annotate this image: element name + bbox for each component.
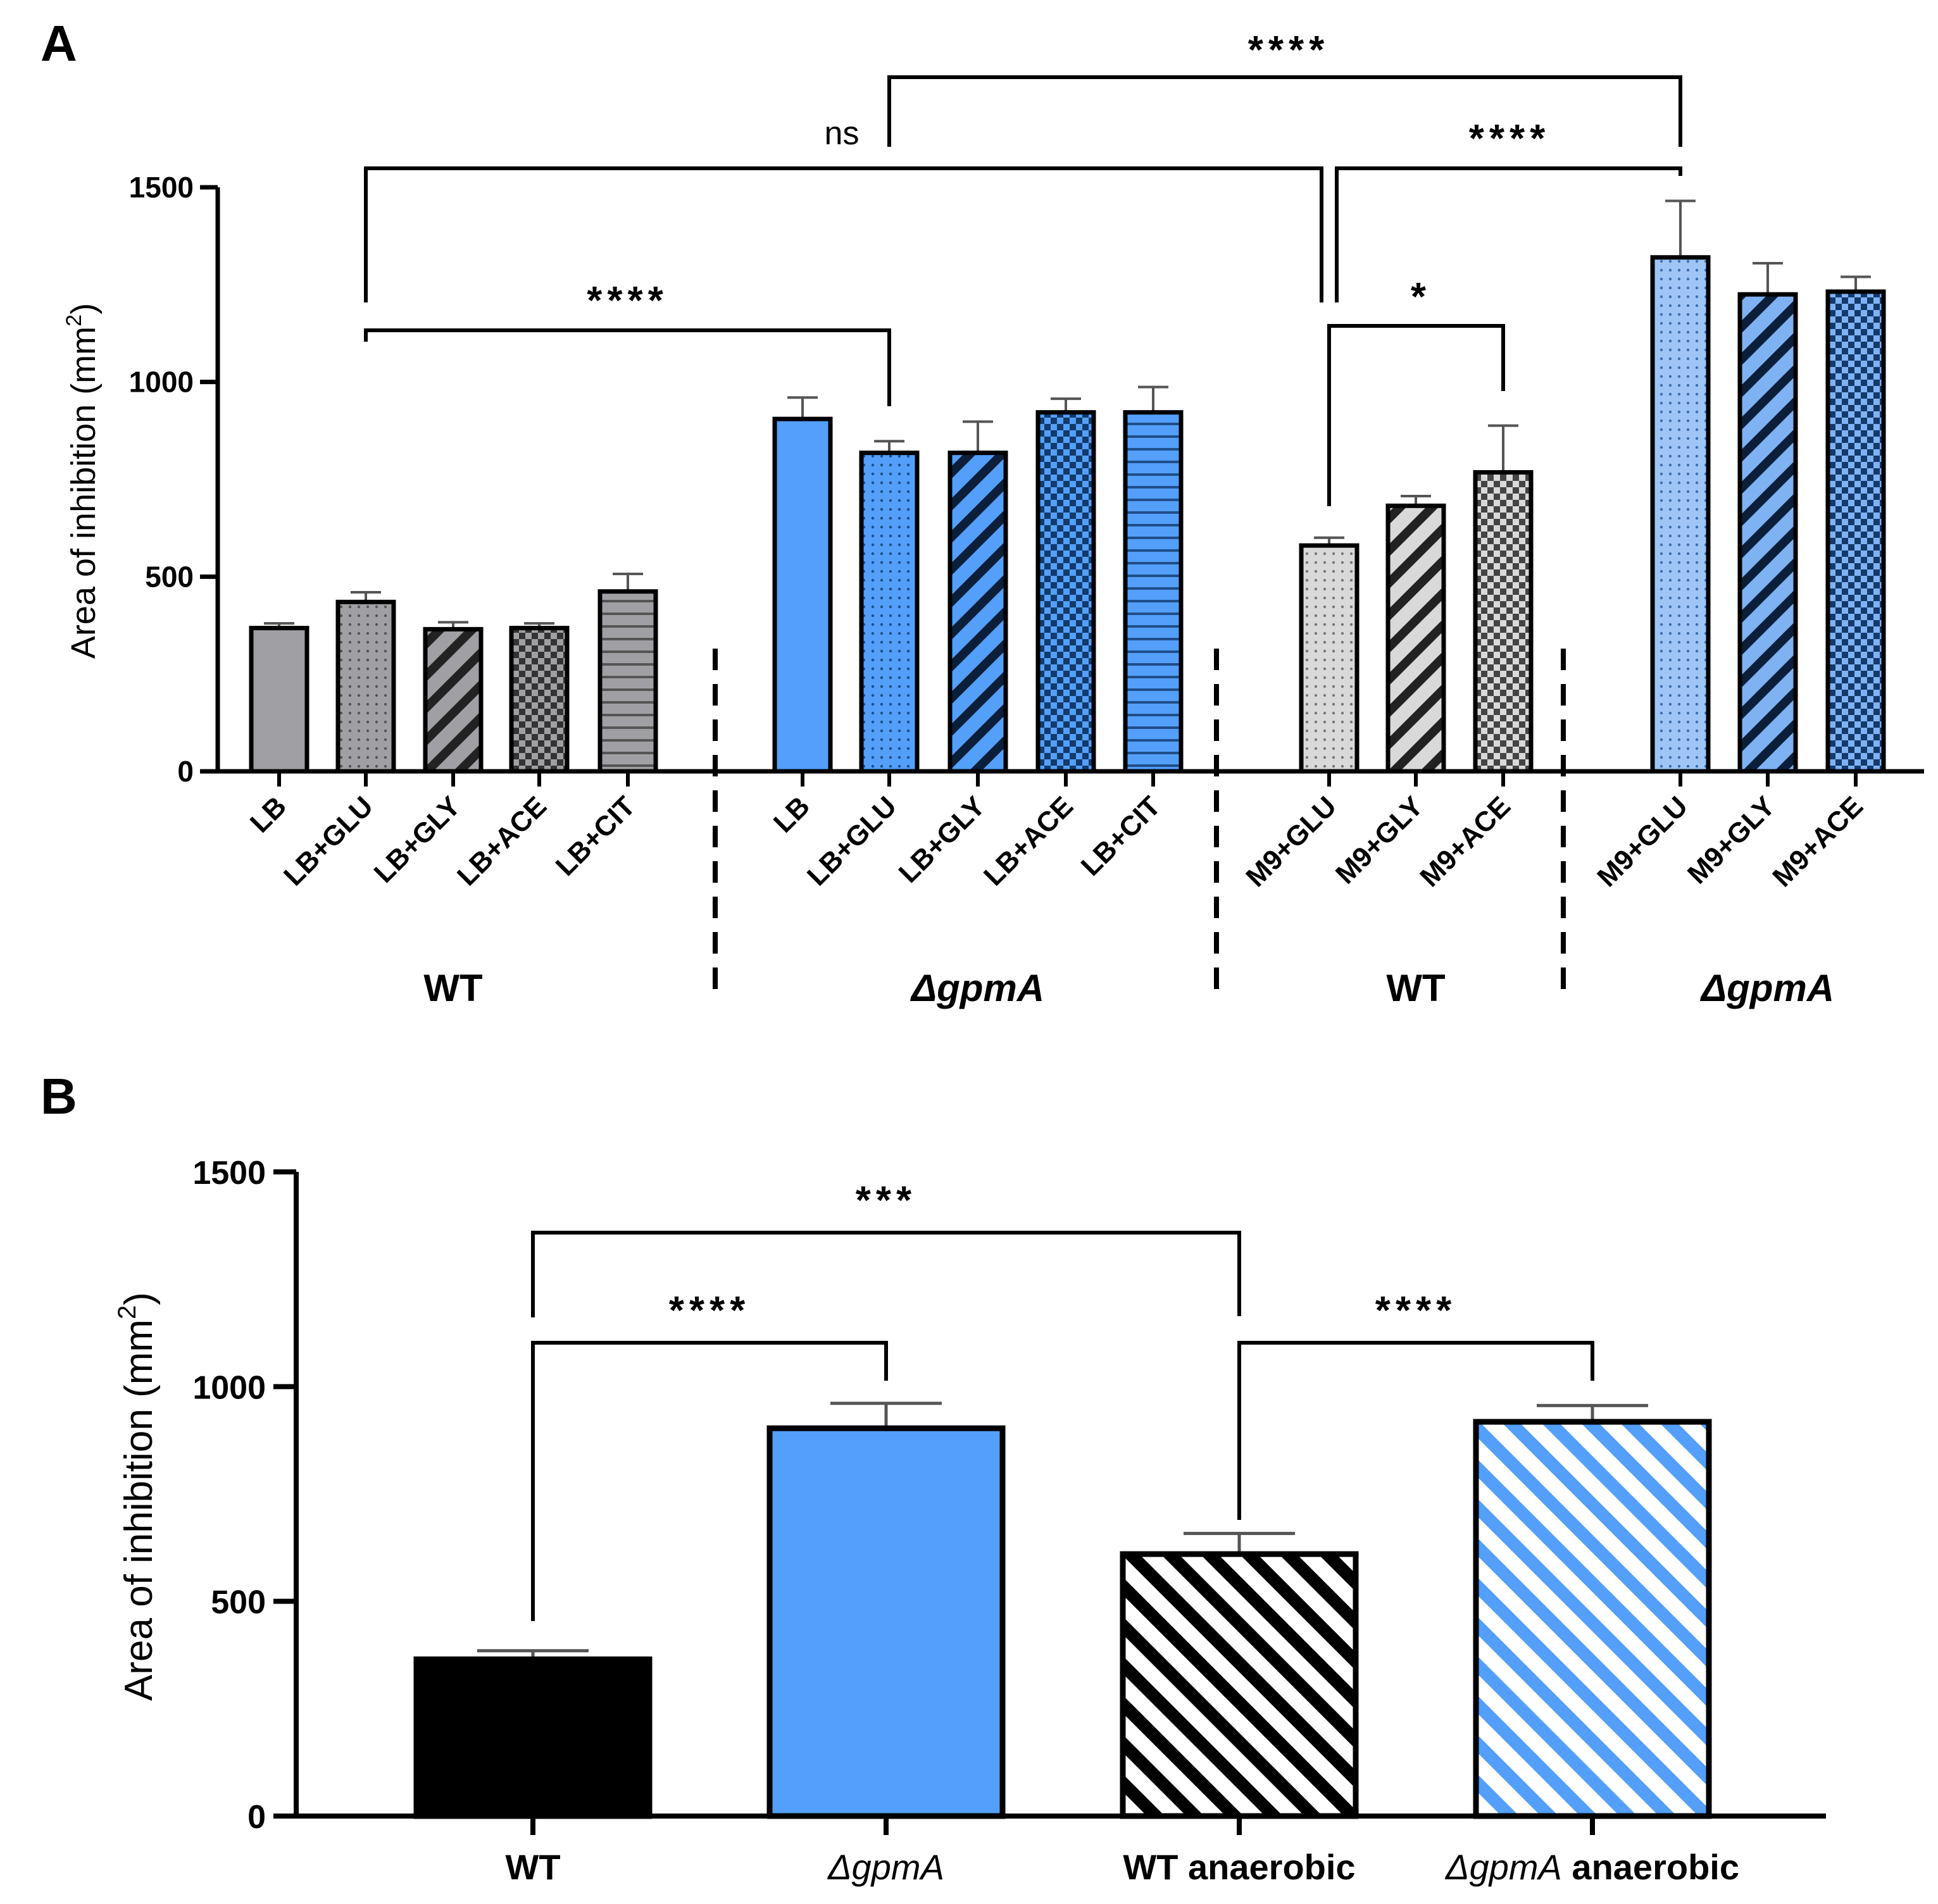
panel-b-bars: WT ΔgpmA WT anaerobic ΔgpmA anaerobic (413, 1402, 1739, 1887)
panel-a-significance: *************ns**** (364, 28, 1682, 506)
panel-b-category-label: ΔgpmA anaerobic (1444, 1847, 1739, 1887)
panel-b-y-axis-label: Area of inhibition (mm2) (113, 1292, 161, 1701)
panel-b-significance-bracket (531, 1231, 1241, 1317)
panel-a-bar (1825, 289, 1886, 774)
panel-a-group-label: WT (423, 967, 482, 1009)
panel-b-category-label: WT anaerobic (1123, 1847, 1355, 1887)
panel-a-bar (859, 451, 920, 774)
panel-a-category-label: LB+CIT (550, 790, 641, 881)
panel-a-group-label: WT (1386, 967, 1445, 1009)
panel-a-category-label: LB (768, 790, 816, 838)
panel-a-category-label: LB+GLY (368, 790, 466, 888)
panel-a-category-label: M9+ACE (1766, 790, 1869, 893)
panel-b-significance-label: **** (1375, 1289, 1457, 1333)
panel-a-category-label: M9+GLY (1330, 790, 1429, 890)
panel-b-y-ticks: 0 500 1000 1500 (192, 1155, 296, 1836)
panel-a-bar-group: M9+GLU (1240, 536, 1360, 893)
panel-a-bar-group: LB (244, 622, 309, 839)
panel-a-bar (1385, 503, 1446, 774)
panel-b-significance: ******* **** (531, 1179, 1594, 1621)
panel-b-y-tick-label: 1000 (192, 1369, 266, 1406)
panel-b-bar (1473, 1419, 1712, 1819)
panel-b-bar-group: WT anaerobic (1120, 1531, 1359, 1887)
panel-a-y-ticks: 0 500 1000 1500 (129, 171, 218, 788)
panel-a-y-axis-label: Area of inhibition (mm2) (62, 303, 103, 659)
panel-b-bar (766, 1425, 1006, 1819)
panel-b-significance-bracket (1237, 1341, 1594, 1520)
panel-a-category-label: LB+GLU (278, 790, 379, 892)
panel-a-bar (335, 599, 396, 774)
panel-a-group-dividers (713, 649, 1566, 997)
panel-b-bar-group: ΔgpmA anaerobic (1444, 1403, 1739, 1887)
panel-a-category-label: LB+CIT (1075, 790, 1166, 881)
panel-a-significance-label: **** (587, 279, 668, 323)
panel-a-bar-group: LB (768, 396, 833, 839)
panel-b-category-label: WT (505, 1847, 560, 1887)
panel-a-significance-label: * (1411, 275, 1431, 319)
panel-a-bar (772, 416, 833, 774)
panel-a-bar-group: M9+GLU (1591, 199, 1711, 893)
panel-a-bar (597, 589, 658, 774)
panel-b-bar-group: ΔgpmA (766, 1402, 1006, 1887)
panel-a-bar (1737, 292, 1798, 774)
panel-a-group-labels: WT ΔgpmA WT ΔgpmA (423, 967, 1834, 1009)
panel-a-significance-bracket (364, 166, 1323, 302)
panel-a-category-label: M9+GLU (1591, 790, 1694, 893)
panel-label-a: A (41, 15, 77, 72)
panel-a-significance-bracket (1335, 166, 1682, 302)
panel-b-significance-label: *** (856, 1179, 916, 1223)
panel-a-significance-label: ns (825, 115, 860, 152)
panel-b-y-tick-label: 0 (247, 1799, 266, 1836)
panel-a-category-label: LB+GLU (801, 790, 903, 892)
panel-a-category-label: M9+GLY (1682, 790, 1781, 890)
panel-a-y-tick-label: 0 (177, 755, 194, 788)
panel-a-bar (1299, 543, 1360, 774)
panel-a-significance-label: **** (1248, 28, 1330, 72)
panel-a-bar (1035, 410, 1096, 774)
panel-a-category-label: M9+ACE (1414, 790, 1516, 893)
panel-a-y-tick-label: 500 (145, 560, 194, 593)
panel-a-category-label: M9+GLU (1240, 790, 1342, 893)
panel-b-bar (413, 1656, 653, 1819)
panel-b-y-tick-label: 500 (211, 1584, 266, 1621)
panel-a-group-label: ΔgpmA (1700, 967, 1834, 1009)
panel-b-category-label: ΔgpmA (827, 1847, 944, 1887)
panel-a-bar (1123, 410, 1184, 774)
panel-a-category-label: LB+ACE (978, 790, 1079, 892)
panel-b-bar-group: WT (413, 1649, 653, 1887)
panel-a-significance-bracket (887, 75, 1682, 147)
panel-a-category-label: LB (244, 790, 292, 838)
panel-a-bar (1650, 255, 1711, 774)
panel-label-b: B (41, 1068, 77, 1124)
panel-b-bar (1120, 1551, 1359, 1819)
panel-b-significance-label: **** (669, 1289, 751, 1333)
panel-a-group-label: ΔgpmA (910, 967, 1044, 1009)
panel-a-category-label: LB+GLY (893, 790, 991, 888)
panel-a-bar (249, 626, 309, 774)
panel-a-significance-bracket (364, 328, 891, 406)
panel-b-y-tick-label: 1500 (192, 1155, 266, 1192)
panel-b-significance-bracket (531, 1341, 888, 1621)
panel-a-significance-bracket (1327, 324, 1505, 506)
panel-a-bar (1473, 470, 1534, 774)
panel-a-significance-label: **** (1469, 117, 1551, 161)
panel-a-bar (509, 626, 570, 774)
panel-a-y-tick-label: 1500 (129, 171, 194, 204)
panel-a-bar (947, 451, 1008, 774)
panel-a-bar (423, 626, 484, 774)
panel-a-category-label: LB+ACE (451, 790, 553, 892)
panel-a-y-tick-label: 1000 (129, 366, 194, 399)
